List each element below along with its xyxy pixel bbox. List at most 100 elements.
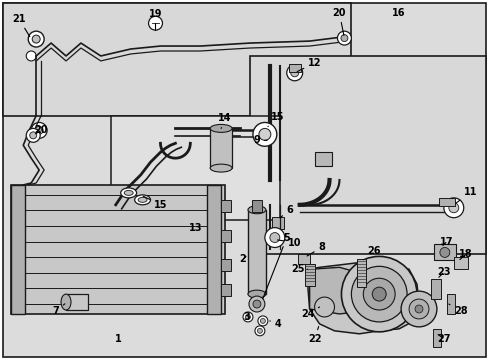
- Circle shape: [248, 296, 264, 312]
- FancyBboxPatch shape: [438, 198, 454, 206]
- FancyBboxPatch shape: [304, 264, 314, 286]
- Ellipse shape: [247, 290, 265, 298]
- FancyBboxPatch shape: [221, 230, 231, 242]
- Circle shape: [252, 122, 276, 146]
- Circle shape: [254, 326, 264, 336]
- FancyBboxPatch shape: [3, 3, 351, 116]
- FancyBboxPatch shape: [221, 200, 231, 212]
- FancyBboxPatch shape: [210, 129, 232, 168]
- Text: 19: 19: [148, 9, 162, 30]
- Ellipse shape: [124, 190, 133, 195]
- Circle shape: [340, 35, 347, 41]
- Circle shape: [26, 51, 36, 61]
- Circle shape: [257, 328, 262, 333]
- Circle shape: [260, 319, 265, 323]
- Ellipse shape: [138, 197, 147, 202]
- Circle shape: [28, 31, 44, 47]
- Circle shape: [243, 312, 252, 322]
- FancyBboxPatch shape: [251, 200, 262, 212]
- FancyBboxPatch shape: [111, 116, 279, 220]
- FancyBboxPatch shape: [453, 257, 467, 269]
- Circle shape: [337, 31, 351, 45]
- Ellipse shape: [121, 188, 136, 198]
- FancyBboxPatch shape: [271, 217, 283, 229]
- Text: 25: 25: [290, 264, 307, 274]
- Circle shape: [30, 132, 37, 139]
- FancyBboxPatch shape: [207, 185, 221, 314]
- Circle shape: [269, 233, 279, 243]
- Text: 17: 17: [439, 237, 453, 247]
- Text: 12: 12: [297, 58, 321, 72]
- FancyBboxPatch shape: [66, 294, 88, 310]
- Circle shape: [371, 287, 386, 301]
- Ellipse shape: [247, 206, 265, 214]
- Text: 11: 11: [455, 187, 476, 203]
- Circle shape: [363, 278, 394, 310]
- Circle shape: [290, 69, 298, 77]
- Polygon shape: [309, 267, 366, 314]
- Polygon shape: [11, 185, 224, 314]
- Polygon shape: [307, 261, 418, 334]
- FancyBboxPatch shape: [297, 255, 309, 264]
- Text: 7: 7: [53, 304, 65, 316]
- FancyBboxPatch shape: [249, 56, 485, 255]
- Circle shape: [26, 129, 40, 142]
- Circle shape: [408, 299, 428, 319]
- Circle shape: [439, 247, 449, 257]
- Text: 9: 9: [253, 135, 266, 145]
- Circle shape: [414, 305, 422, 313]
- Text: 23: 23: [436, 267, 449, 277]
- Text: 20: 20: [332, 8, 346, 35]
- Text: 20: 20: [34, 125, 48, 135]
- FancyBboxPatch shape: [11, 185, 25, 314]
- Circle shape: [32, 35, 40, 43]
- Text: 10: 10: [277, 238, 301, 248]
- Text: 2: 2: [239, 255, 246, 264]
- FancyBboxPatch shape: [433, 244, 455, 260]
- Circle shape: [245, 314, 250, 319]
- FancyBboxPatch shape: [221, 260, 231, 271]
- FancyBboxPatch shape: [357, 260, 366, 287]
- Ellipse shape: [134, 195, 150, 205]
- Circle shape: [258, 129, 270, 140]
- Text: 16: 16: [391, 8, 405, 18]
- Text: 6: 6: [279, 205, 292, 218]
- Text: 26: 26: [363, 247, 380, 260]
- FancyBboxPatch shape: [432, 329, 440, 347]
- Text: 3: 3: [243, 312, 250, 322]
- Circle shape: [148, 16, 162, 30]
- Circle shape: [351, 266, 406, 322]
- Text: 15: 15: [267, 112, 284, 126]
- Text: 5: 5: [263, 233, 289, 298]
- FancyBboxPatch shape: [430, 279, 440, 299]
- Text: 14: 14: [218, 113, 231, 129]
- Text: 21: 21: [13, 14, 30, 37]
- Ellipse shape: [210, 125, 232, 132]
- Text: 13: 13: [188, 222, 202, 233]
- Ellipse shape: [210, 164, 232, 172]
- FancyBboxPatch shape: [314, 152, 332, 166]
- Text: 18: 18: [458, 249, 471, 260]
- FancyBboxPatch shape: [446, 294, 454, 314]
- FancyBboxPatch shape: [3, 3, 485, 357]
- Text: 1: 1: [115, 334, 122, 344]
- Circle shape: [252, 300, 261, 308]
- Text: 22: 22: [307, 327, 321, 344]
- FancyBboxPatch shape: [221, 284, 231, 296]
- Circle shape: [35, 126, 43, 134]
- FancyBboxPatch shape: [247, 210, 265, 294]
- Circle shape: [264, 228, 284, 247]
- Circle shape: [286, 65, 302, 81]
- Text: 27: 27: [436, 334, 449, 344]
- Circle shape: [314, 297, 334, 317]
- Circle shape: [443, 198, 463, 218]
- Text: 15: 15: [143, 196, 167, 210]
- Text: 4: 4: [269, 319, 281, 329]
- FancyBboxPatch shape: [288, 64, 300, 72]
- Text: 24: 24: [300, 307, 319, 319]
- Circle shape: [341, 256, 416, 332]
- Text: 8: 8: [306, 243, 325, 256]
- Text: 28: 28: [448, 304, 467, 316]
- Ellipse shape: [61, 294, 71, 310]
- Circle shape: [448, 203, 458, 213]
